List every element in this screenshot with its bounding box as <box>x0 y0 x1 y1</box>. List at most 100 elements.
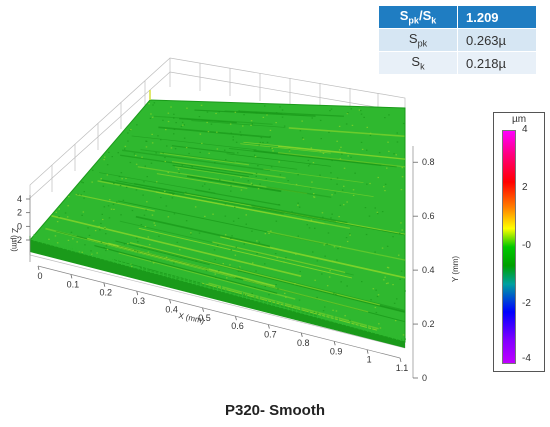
surface-speckle <box>240 134 242 136</box>
surface-speckle <box>384 190 386 192</box>
colorbar-tick: 2 <box>522 182 528 193</box>
surface-speckle <box>113 208 115 210</box>
colorbar-tick: -2 <box>522 298 531 309</box>
z-axis-label: Z (µm) <box>10 228 19 252</box>
surface-speckle <box>56 242 59 244</box>
surface-speckle <box>338 125 341 127</box>
surface-speckle <box>298 206 301 208</box>
surface-speckle <box>285 257 287 259</box>
surface-speckle <box>102 218 104 221</box>
x-tick-mark <box>333 341 336 346</box>
surface-speckle <box>279 174 282 176</box>
surface-speckle <box>105 245 108 247</box>
x-tick-label: 0.9 <box>330 346 343 356</box>
surface-speckle <box>307 159 310 161</box>
surface-speckle <box>232 136 234 138</box>
surface-speckle <box>204 215 206 217</box>
surface-speckle <box>370 299 372 301</box>
surface-speckle <box>151 214 154 216</box>
surface-speckle <box>99 229 101 231</box>
surface-speckle <box>316 296 318 299</box>
surface-speckle <box>257 188 260 190</box>
surface-speckle <box>386 266 389 268</box>
surface-speckle <box>70 231 73 233</box>
surface-speckle <box>129 161 132 164</box>
surface-speckle <box>164 156 166 159</box>
surface-speckle <box>149 117 152 119</box>
surface-speckle <box>366 149 368 151</box>
surface-speckle <box>254 156 257 158</box>
surface-speckle <box>225 159 227 161</box>
surface-speckle <box>106 164 109 166</box>
surface-streak <box>179 117 237 124</box>
surface-speckle <box>255 112 258 114</box>
surface-speckle <box>255 270 257 272</box>
param-value: 0.263µ <box>457 28 537 52</box>
surface-speckle <box>321 273 323 275</box>
surface-speckle <box>329 110 331 112</box>
x-tick-label: 0.7 <box>264 330 277 340</box>
surface-speckle <box>332 309 334 311</box>
surface-speckle <box>338 216 340 218</box>
surface-speckle <box>331 194 333 196</box>
surface-speckle <box>113 182 115 185</box>
surface-speckle <box>131 267 133 269</box>
surface-speckle <box>262 116 265 118</box>
surface-speckle <box>214 162 216 164</box>
surface-speckle <box>352 189 355 191</box>
surface-speckle <box>180 125 183 128</box>
surface-streak <box>171 161 286 179</box>
surface-speckle <box>229 264 231 266</box>
surface-speckle <box>98 225 100 228</box>
y-tick-label: 0.8 <box>422 157 435 167</box>
surface-speckle <box>275 220 278 222</box>
surface-speckle <box>136 251 139 253</box>
surface-speckle <box>121 178 123 180</box>
surface-speckle <box>215 276 217 279</box>
surface-speckle <box>218 111 220 113</box>
surface-speckle <box>139 266 142 268</box>
surface-speckle <box>122 199 125 201</box>
surface-speckle <box>343 167 346 169</box>
surface-speckle <box>295 183 298 186</box>
surface-speckle <box>144 165 146 167</box>
surface-speckle <box>135 189 138 191</box>
surface-speckle <box>281 109 284 111</box>
surface-speckle <box>170 194 173 196</box>
surface-speckle <box>383 279 385 281</box>
surface-speckle <box>361 148 364 150</box>
surface-speckle <box>340 281 342 283</box>
surface-speckle <box>119 185 122 187</box>
surface-speckle <box>141 156 143 158</box>
surface-speckle <box>400 222 402 224</box>
surface-speckle <box>402 122 405 125</box>
surface-speckle <box>322 310 325 312</box>
surface-speckle <box>173 117 175 119</box>
surface-speckle <box>219 179 221 181</box>
surface-speckle <box>162 152 164 154</box>
surface-streak <box>191 120 286 128</box>
surface-speckle <box>330 217 332 219</box>
x-tick-label: 0.8 <box>297 338 310 348</box>
surface-speckle <box>167 216 170 218</box>
surface-speckle <box>301 137 304 139</box>
surface-speckle <box>257 165 259 167</box>
surface-streak <box>171 145 235 154</box>
surface-speckle <box>319 174 321 176</box>
surface-speckle <box>91 181 93 183</box>
surface-speckle <box>259 183 261 185</box>
surface-streak <box>202 259 406 312</box>
surface-speckle <box>306 224 308 226</box>
surface-speckle <box>264 105 266 107</box>
surface-speckle <box>127 243 129 245</box>
surface-speckle <box>291 306 294 308</box>
surface-speckle <box>176 241 179 243</box>
surface-speckle <box>377 176 379 179</box>
surface-speckle <box>107 205 110 207</box>
surface-speckle <box>81 214 83 216</box>
surface-speckle <box>72 238 74 240</box>
surface-speckle <box>164 160 166 163</box>
surface-speckle <box>384 117 386 119</box>
surface-speckle <box>276 257 279 259</box>
surface-speckle <box>354 172 356 174</box>
